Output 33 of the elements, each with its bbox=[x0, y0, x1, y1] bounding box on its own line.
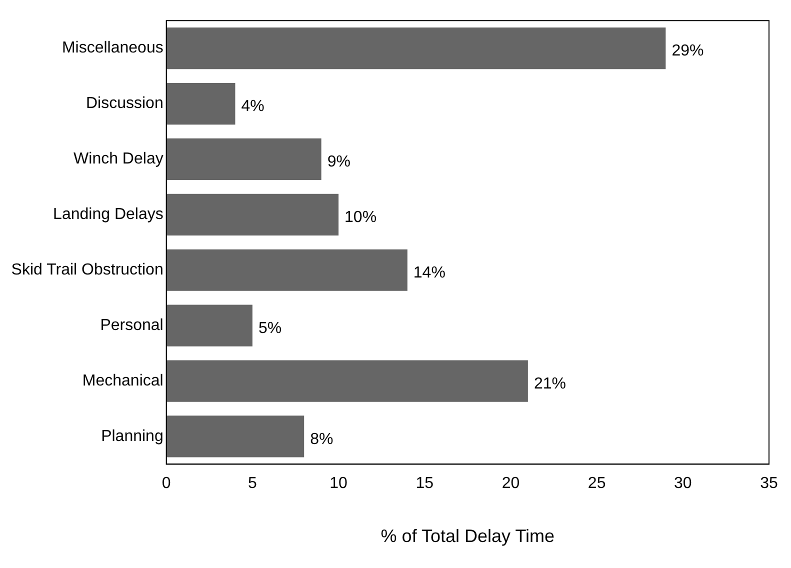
x-tick-label: 30 bbox=[674, 475, 692, 492]
data-label: 21% bbox=[534, 375, 566, 392]
bar bbox=[166, 249, 408, 291]
x-tick-label: 0 bbox=[162, 475, 171, 492]
y-tick-label: Skid Trail Obstruction bbox=[11, 262, 164, 279]
x-tick-label: 15 bbox=[416, 475, 434, 492]
bar bbox=[166, 304, 252, 346]
data-label: 14% bbox=[413, 264, 446, 282]
y-tick-label: Personal bbox=[100, 316, 164, 334]
bar bbox=[166, 194, 339, 236]
y-tick-label: Landing Delays bbox=[53, 206, 164, 224]
x-tick-label: 5 bbox=[248, 475, 257, 492]
data-label: 8% bbox=[310, 430, 334, 448]
data-label: 10% bbox=[344, 209, 377, 226]
bar bbox=[166, 416, 304, 458]
x-axis-title: % of Total Delay Time bbox=[380, 526, 555, 546]
x-tick-label: 25 bbox=[588, 475, 606, 492]
x-tick-label: 35 bbox=[760, 475, 778, 492]
y-tick-label: Discussion bbox=[86, 95, 164, 112]
data-label: 9% bbox=[327, 154, 350, 171]
bar bbox=[166, 28, 666, 70]
data-label: 5% bbox=[258, 320, 282, 337]
y-tick-label: Planning bbox=[101, 428, 164, 445]
bar bbox=[166, 82, 236, 125]
data-label: 4% bbox=[241, 98, 264, 116]
y-tick-label: Mechanical bbox=[82, 372, 164, 390]
y-tick-label: Winch Delay bbox=[74, 150, 164, 168]
x-tick-label: 10 bbox=[330, 475, 348, 492]
bar bbox=[166, 138, 322, 180]
x-tick-label: 20 bbox=[502, 475, 520, 492]
y-tick-label: Miscellaneous bbox=[62, 40, 164, 57]
bar bbox=[166, 360, 528, 402]
data-label: 29% bbox=[672, 42, 704, 60]
